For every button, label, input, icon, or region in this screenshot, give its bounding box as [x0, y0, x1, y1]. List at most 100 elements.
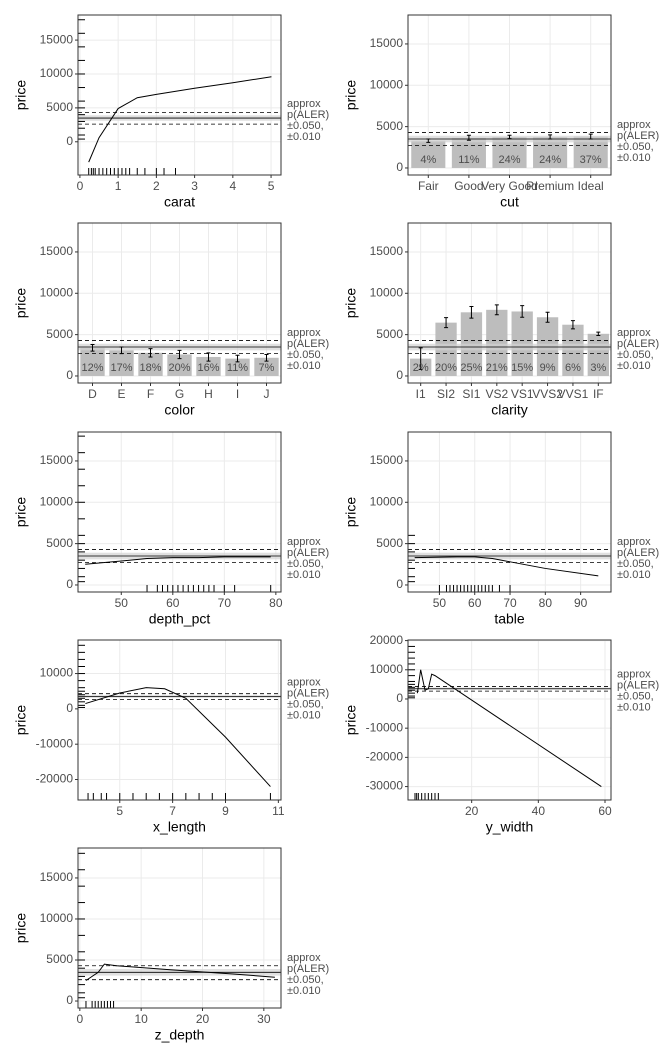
x-tick-label: 20	[465, 804, 479, 818]
bar	[451, 137, 486, 168]
bar	[411, 140, 446, 168]
count-label: 2%	[413, 362, 429, 374]
count-label: 18%	[139, 362, 161, 374]
ale-line	[416, 669, 602, 787]
band-annotation: ±0.010	[617, 702, 651, 714]
x-tick-label: 1	[115, 179, 122, 193]
y-tick-label: 5000	[46, 952, 73, 966]
y-tick-label: 5000	[46, 100, 73, 114]
band-annotation: ±0.050,	[287, 974, 324, 986]
x-tick-label: 30	[257, 1012, 271, 1026]
y-tick-label: 0	[66, 134, 73, 148]
count-label: 15%	[511, 362, 533, 374]
y-tick-label: 0	[66, 701, 73, 715]
x-tick-label: 4	[229, 179, 236, 193]
y-axis-title: price	[13, 497, 29, 528]
count-label: 37%	[580, 154, 602, 166]
x-axis-title: clarity	[491, 402, 528, 418]
count-label: 12%	[81, 362, 103, 374]
y-axis-title: price	[343, 705, 359, 736]
count-label: 20%	[168, 362, 190, 374]
x-axis-title: y_width	[486, 819, 533, 835]
x-tick-label: VVS1	[558, 387, 589, 401]
x-axis-title: table	[494, 611, 525, 627]
y-tick-label: 10000	[40, 494, 74, 508]
plot-background	[78, 15, 281, 175]
error-bar	[90, 344, 95, 352]
y-tick-label: 10000	[370, 494, 404, 508]
band-annotation: p(ALER)	[287, 338, 329, 350]
band-annotation: p(ALER)	[617, 547, 659, 559]
x-tick-label: VS2	[485, 387, 508, 401]
panel-border	[77, 431, 282, 593]
band-annotation: ±0.050,	[287, 558, 324, 570]
plot-background	[78, 848, 281, 1008]
band-annotation: approx	[617, 536, 651, 548]
x-tick-label: VS1	[511, 387, 534, 401]
x-tick-label: 80	[539, 596, 553, 610]
band-annotation: p(ALER)	[617, 680, 659, 692]
plot-background	[408, 640, 611, 800]
band-annotation: ±0.010	[287, 569, 321, 581]
x-axis-title: carat	[164, 194, 195, 210]
count-label: 4%	[420, 154, 436, 166]
ale-line	[88, 76, 272, 163]
y-tick-label: 15000	[40, 453, 74, 467]
x-tick-label: 90	[574, 596, 588, 610]
x-tick-label: 60	[598, 804, 612, 818]
count-label: 11%	[458, 154, 479, 166]
band-annotation: p(ALER)	[287, 687, 329, 699]
error-bar	[494, 304, 499, 316]
x-tick-label: 50	[115, 596, 129, 610]
y-tick-label: 10000	[40, 911, 74, 925]
bar	[167, 354, 192, 376]
band-annotation: ±0.010	[287, 360, 321, 372]
count-label: 24%	[498, 154, 520, 166]
band-annotation: p(ALER)	[287, 963, 329, 975]
count-label: 6%	[565, 362, 581, 374]
x-tick-label: D	[88, 387, 97, 401]
panel: 0 5000 10000 15000 0 1 2 3 4 5 approxp(ALER)±0.050…	[13, 14, 329, 210]
y-tick-label: 10000	[40, 666, 74, 680]
x-tick-label: 70	[218, 596, 232, 610]
y-tick-label: 0	[66, 577, 73, 591]
x-tick-label: 60	[166, 596, 180, 610]
x-tick-label: 10	[134, 1012, 148, 1026]
bar	[196, 356, 221, 376]
bar	[254, 357, 279, 376]
band-annotation: ±0.050,	[617, 691, 654, 703]
x-tick-label: 0	[77, 179, 84, 193]
y-axis-title: price	[343, 80, 359, 111]
error-bar	[235, 354, 240, 363]
count-label: 16%	[197, 362, 219, 374]
error-bar	[418, 347, 423, 370]
count-label: 11%	[227, 362, 248, 374]
band-annotation: p(ALER)	[287, 547, 329, 559]
y-tick-label: 5000	[376, 536, 403, 550]
x-tick-label: VVS2	[532, 387, 563, 401]
panel-border	[77, 14, 282, 176]
band-annotation: approx	[617, 119, 651, 131]
bar	[109, 350, 134, 376]
count-label: 9%	[540, 362, 556, 374]
y-tick-label: 0	[66, 368, 73, 382]
x-tick-label: J	[264, 387, 270, 401]
plot-background	[408, 432, 611, 592]
panel-border	[407, 14, 612, 176]
y-tick-label: -10000	[36, 736, 74, 750]
band-annotation: ±0.050,	[617, 558, 654, 570]
y-tick-label: 10000	[40, 285, 74, 299]
band-annotation: ±0.010	[287, 985, 321, 997]
y-tick-label: -30000	[366, 779, 404, 793]
x-tick-label: 40	[532, 804, 546, 818]
x-tick-label: SI1	[462, 387, 480, 401]
error-bar	[177, 349, 182, 360]
band-annotation: ±0.050,	[287, 698, 324, 710]
error-bar	[466, 134, 471, 141]
error-bar	[507, 134, 512, 140]
count-label: 25%	[460, 362, 482, 374]
error-bar	[548, 134, 553, 140]
